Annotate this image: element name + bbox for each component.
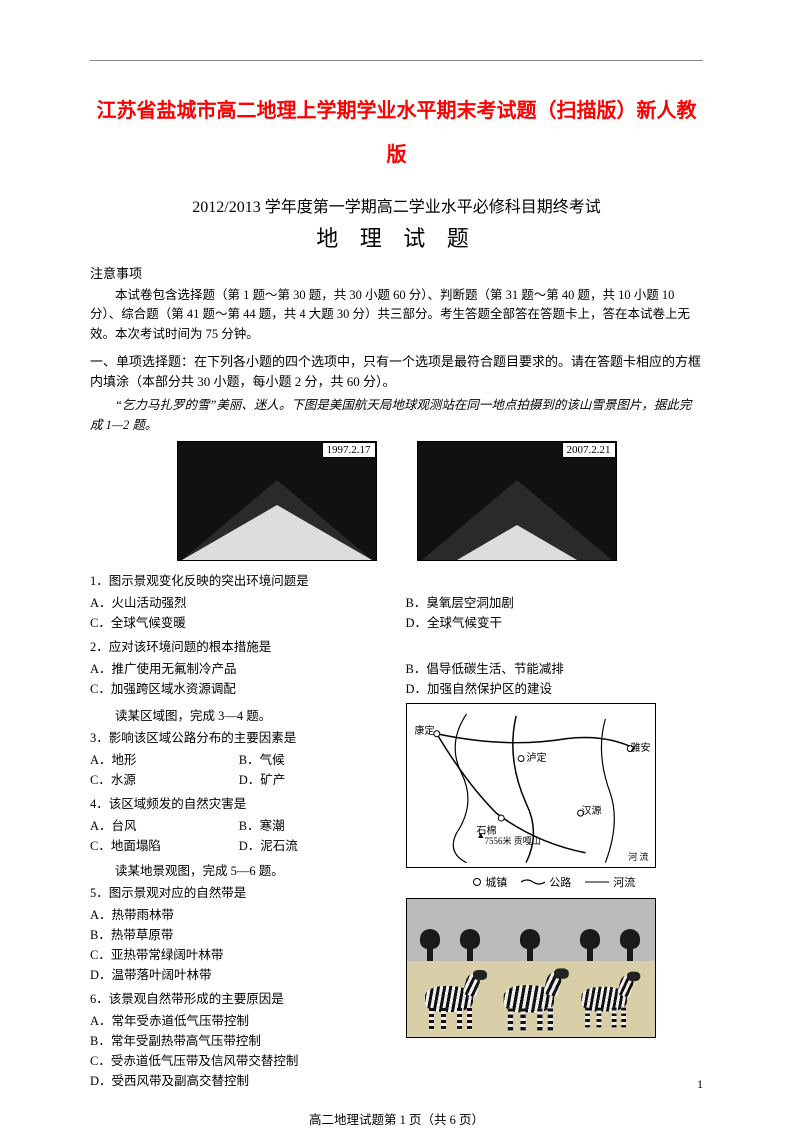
region-map: ▲ 康定 泸定 雅安 石棉 汉源 7556米 贡嘎山 河 流 bbox=[406, 703, 656, 868]
document-title: 江苏省盐城市高二地理上学期学业水平期末考试题（扫描版）新人教版 bbox=[90, 89, 703, 177]
top-rule bbox=[90, 60, 703, 61]
map-label-gongga: 7556米 贡嘎山 bbox=[485, 834, 541, 847]
q4-opt-a: A．台风 bbox=[90, 816, 239, 836]
notice-label: 注意事项 bbox=[90, 263, 703, 282]
legend-town: 城镇 bbox=[473, 874, 507, 890]
question-4: 4．该区域频发的自然灾害是 A．台风 B．寒潮 C．地面塌陷 D．泥石流 bbox=[90, 794, 388, 856]
reading-3-4: 读某区域图，完成 3—4 题。 bbox=[90, 705, 388, 724]
notice-body: 本试卷包含选择题（第 1 题～第 30 题，共 30 小题 60 分）、判断题（… bbox=[90, 286, 703, 344]
q2-stem: 2．应对该环境问题的根本措施是 bbox=[90, 637, 703, 657]
q2-opt-d: D．加强自然保护区的建设 bbox=[406, 679, 704, 699]
q1-opt-c: C．全球气候变暖 bbox=[90, 613, 388, 633]
q1-opt-a: A．火山活动强烈 bbox=[90, 593, 388, 613]
legend-town-label: 城镇 bbox=[485, 874, 507, 890]
image-1997: 1997.2.17 bbox=[177, 441, 377, 561]
map-label-yaan: 雅安 bbox=[631, 739, 651, 754]
q1-stem: 1．图示景观变化反映的突出环境问题是 bbox=[90, 571, 703, 591]
image-2007: 2007.2.21 bbox=[417, 441, 617, 561]
section-1-title: 一、单项选择题：在下列各小题的四个选项中，只有一个选项是最符合题目要求的。请在答… bbox=[90, 352, 703, 392]
q3-opt-d: D．矿产 bbox=[239, 770, 388, 790]
q4-opt-c: C．地面塌陷 bbox=[90, 836, 239, 856]
q2-opt-a: A．推广使用无氟制冷产品 bbox=[90, 659, 388, 679]
image-date-right: 2007.2.21 bbox=[562, 442, 616, 458]
q4-opt-d: D．泥石流 bbox=[239, 836, 388, 856]
exam-subtitle: 地 理 试 题 bbox=[90, 221, 703, 253]
q4-stem: 4．该区域频发的自然灾害是 bbox=[90, 794, 388, 814]
q5-opt-b: B．热带草原带 bbox=[90, 925, 388, 945]
q2-opt-b: B．倡导低碳生活、节能减排 bbox=[406, 659, 704, 679]
question-3: 3．影响该区域公路分布的主要因素是 A．地形 B．气候 C．水源 D．矿产 bbox=[90, 728, 388, 790]
legend-road: 公路 bbox=[521, 874, 571, 890]
q6-opt-a: A．常年受赤道低气压带控制 bbox=[90, 1011, 388, 1031]
q1-opt-d: D．全球气候变干 bbox=[406, 613, 704, 633]
map-legend: 城镇 公路 河流 bbox=[406, 874, 704, 890]
exam-header: 2012/2013 学年度第一学期高二学业水平必修科目期终考试 bbox=[90, 193, 703, 217]
legend-road-label: 公路 bbox=[549, 874, 571, 890]
page-footer: 高二地理试题第 1 页（共 6 页） bbox=[90, 1109, 703, 1128]
q6-opt-b: B．常年受副热带高气压带控制 bbox=[90, 1031, 388, 1051]
map-label-kangding: 康定 bbox=[415, 722, 435, 737]
question-1: 1．图示景观变化反映的突出环境问题是 A．火山活动强烈 C．全球气候变暖 B．臭… bbox=[90, 571, 703, 633]
question-2: 2．应对该环境问题的根本措施是 A．推广使用无氟制冷产品 C．加强跨区域水资源调… bbox=[90, 637, 703, 699]
q6-opt-c: C．受赤道低气压带及信风带交替控制 bbox=[90, 1051, 388, 1071]
q3-opt-c: C．水源 bbox=[90, 770, 239, 790]
question-6: 6．该景观自然带形成的主要原因是 A．常年受赤道低气压带控制 B．常年受副热带高… bbox=[90, 989, 388, 1091]
q5-opt-a: A．热带雨林带 bbox=[90, 905, 388, 925]
q3-opt-b: B．气候 bbox=[239, 750, 388, 770]
q5-stem: 5．图示景观对应的自然带是 bbox=[90, 883, 388, 903]
q2-opt-c: C．加强跨区域水资源调配 bbox=[90, 679, 388, 699]
map-label-river: 河 流 bbox=[628, 850, 648, 863]
q6-stem: 6．该景观自然带形成的主要原因是 bbox=[90, 989, 388, 1009]
q3-stem: 3．影响该区域公路分布的主要因素是 bbox=[90, 728, 388, 748]
page-number: 1 bbox=[697, 1077, 703, 1092]
map-label-luding: 泸定 bbox=[527, 749, 547, 764]
image-date-left: 1997.2.17 bbox=[322, 442, 376, 458]
map-label-hanyuan: 汉源 bbox=[582, 802, 602, 817]
q3-opt-a: A．地形 bbox=[90, 750, 239, 770]
q5-opt-d: D．温带落叶阔叶林带 bbox=[90, 965, 388, 985]
q5-opt-c: C．亚热带常绿阔叶林带 bbox=[90, 945, 388, 965]
kilimanjaro-image-row: 1997.2.17 2007.2.21 bbox=[90, 441, 703, 561]
q1-2-intro: “乞力马扎罗的雪”美丽、迷人。下图是美国航天局地球观测站在同一地点拍摄到的该山雪… bbox=[90, 396, 703, 435]
q1-opt-b: B．臭氧层空洞加剧 bbox=[406, 593, 704, 613]
reading-5-6: 读某地景观图，完成 5—6 题。 bbox=[90, 860, 388, 879]
legend-river: 河流 bbox=[585, 874, 635, 890]
q4-opt-b: B．寒潮 bbox=[239, 816, 388, 836]
savanna-photo bbox=[406, 898, 656, 1038]
legend-river-label: 河流 bbox=[613, 874, 635, 890]
q6-opt-d: D．受西风带及副高交替控制 bbox=[90, 1071, 388, 1091]
question-5: 5．图示景观对应的自然带是 A．热带雨林带 B．热带草原带 C．亚热带常绿阔叶林… bbox=[90, 883, 388, 985]
